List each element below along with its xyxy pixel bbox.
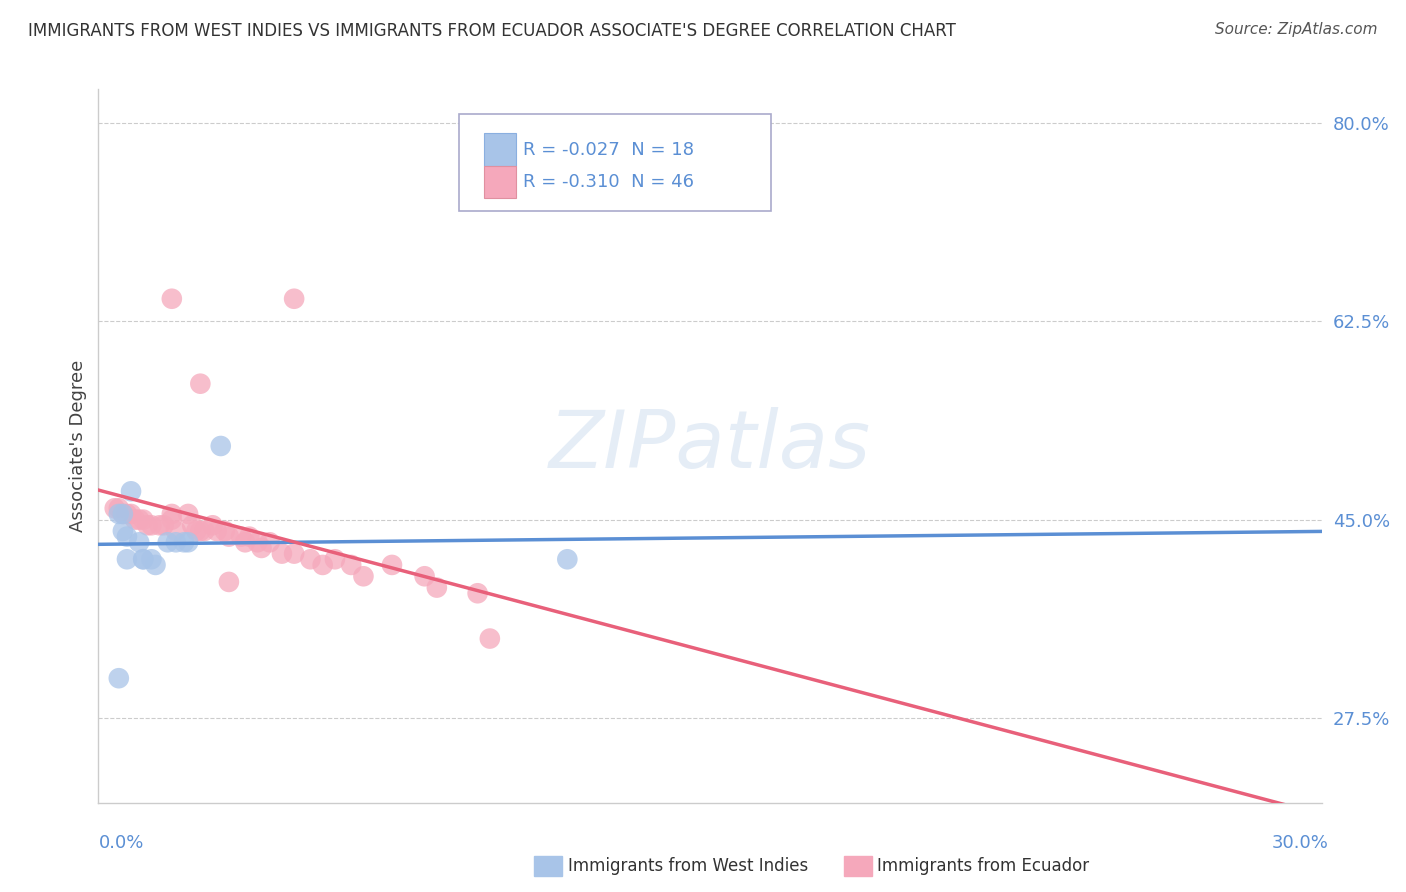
FancyBboxPatch shape [460,114,772,211]
Point [231,530,253,544]
Point [115,507,138,521]
Point [145,558,167,572]
Point [186,524,208,538]
FancyBboxPatch shape [484,134,516,166]
Point [188,524,212,538]
Point [108,501,131,516]
Point [141,518,163,533]
Point [149,518,172,533]
Point [323,552,346,566]
Point [160,507,183,521]
Text: 30.0%: 30.0% [1272,834,1329,852]
Point [283,292,305,306]
Text: Source: ZipAtlas.com: Source: ZipAtlas.com [1215,22,1378,37]
Point [160,513,183,527]
Point [165,535,187,549]
Point [108,671,131,685]
Point [214,524,236,538]
Point [283,547,305,561]
Point [156,535,179,549]
Text: 0.0%: 0.0% [98,834,143,852]
Point [160,292,183,306]
Point [165,524,187,538]
Point [233,535,256,549]
Point [352,569,374,583]
Point [111,524,134,538]
Point [152,518,174,533]
Text: IMMIGRANTS FROM WEST INDIES VS IMMIGRANTS FROM ECUADOR ASSOCIATE'S DEGREE CORREL: IMMIGRANTS FROM WEST INDIES VS IMMIGRANT… [28,22,956,40]
Point [250,541,273,555]
Point [132,513,155,527]
Point [108,507,131,521]
Point [340,558,363,572]
Point [124,513,146,527]
Point [193,524,215,538]
Point [201,518,224,533]
Point [557,552,579,566]
Point [188,376,212,391]
Y-axis label: Associate's Degree: Associate's Degree [69,359,87,533]
Text: R = -0.027  N = 18: R = -0.027 N = 18 [523,141,695,159]
Point [381,558,404,572]
Point [120,484,142,499]
Point [205,524,228,538]
Point [177,535,200,549]
Point [312,558,335,572]
Point [136,518,159,533]
Point [209,439,232,453]
Text: R = -0.310  N = 46: R = -0.310 N = 46 [523,173,695,191]
Text: ZIPatlas: ZIPatlas [548,407,872,485]
Point [181,518,204,533]
Point [120,507,142,521]
Point [299,552,322,566]
Point [115,552,138,566]
Point [218,530,240,544]
Point [141,552,163,566]
Point [115,530,138,544]
Point [426,581,449,595]
FancyBboxPatch shape [484,166,516,198]
Point [259,535,281,549]
Point [173,535,195,549]
Point [218,574,240,589]
Point [413,569,436,583]
Point [132,552,155,566]
Point [467,586,489,600]
Text: Immigrants from Ecuador: Immigrants from Ecuador [877,857,1090,875]
Point [111,507,134,521]
Point [270,547,294,561]
Point [128,513,150,527]
Point [478,632,501,646]
Point [132,552,155,566]
Point [177,507,200,521]
Text: Immigrants from West Indies: Immigrants from West Indies [568,857,808,875]
Point [104,501,127,516]
Point [128,535,150,549]
Point [111,507,134,521]
Point [246,535,269,549]
Point [238,530,260,544]
